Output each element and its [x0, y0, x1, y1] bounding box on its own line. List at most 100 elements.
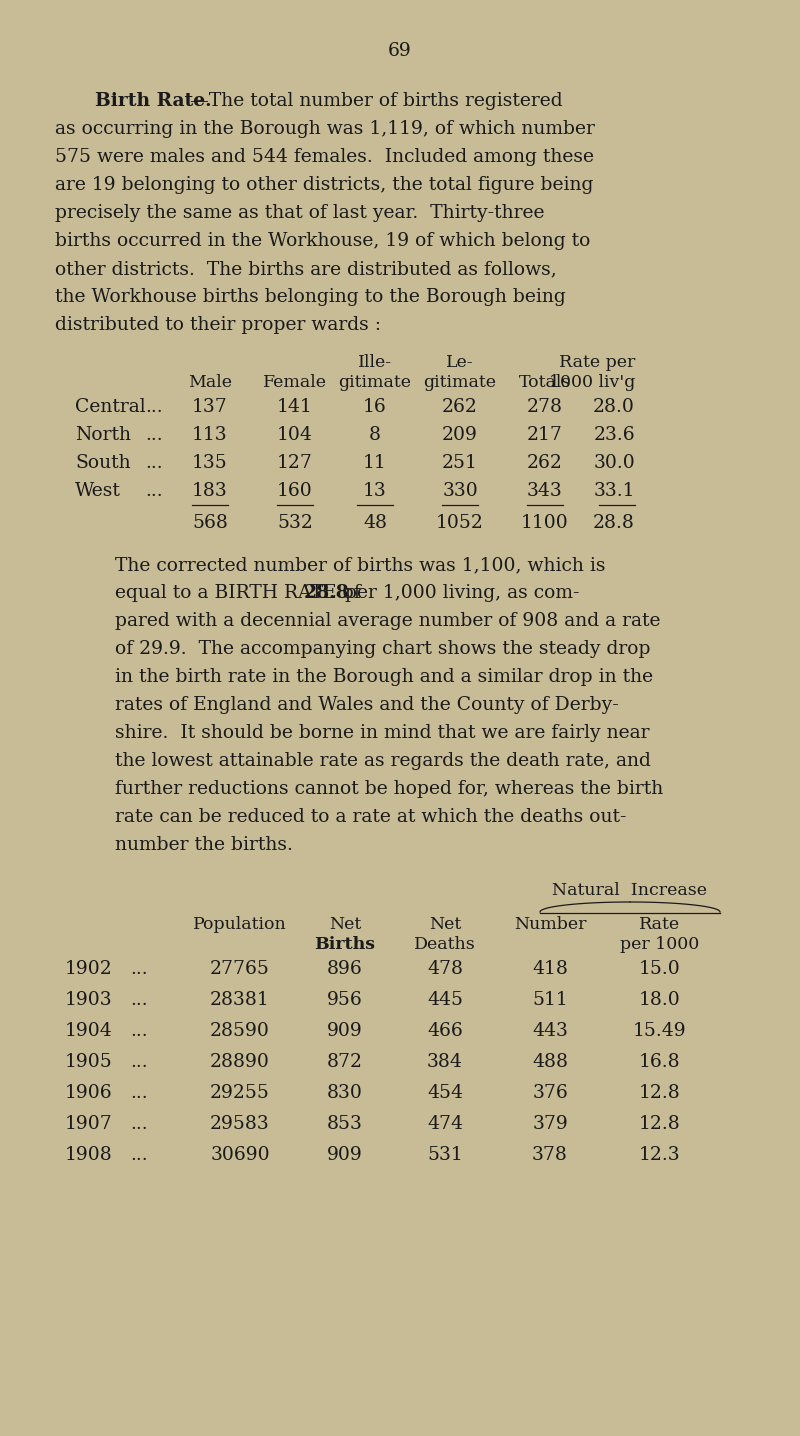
- Text: 418: 418: [532, 961, 568, 978]
- Text: rate can be reduced to a rate at which the deaths out-: rate can be reduced to a rate at which t…: [115, 808, 626, 826]
- Text: Net: Net: [429, 916, 461, 933]
- Text: ...: ...: [145, 482, 162, 500]
- Text: 27765: 27765: [210, 961, 270, 978]
- Text: Le-: Le-: [446, 355, 474, 370]
- Text: ...: ...: [130, 991, 148, 1010]
- Text: 69: 69: [388, 42, 412, 60]
- Text: further reductions cannot be hoped for, whereas the birth: further reductions cannot be hoped for, …: [115, 780, 663, 798]
- Text: 262: 262: [442, 398, 478, 416]
- Text: 13: 13: [363, 482, 387, 500]
- Text: 33.1: 33.1: [594, 482, 635, 500]
- Text: ...: ...: [130, 1022, 148, 1040]
- Text: ...: ...: [145, 454, 162, 472]
- Text: 262: 262: [527, 454, 563, 472]
- Text: 378: 378: [532, 1146, 568, 1165]
- Text: Rate: Rate: [639, 916, 681, 933]
- Text: 28.8: 28.8: [593, 514, 635, 531]
- Text: the lowest attainable rate as regards the death rate, and: the lowest attainable rate as regards th…: [115, 752, 651, 770]
- Text: pared with a decennial average number of 908 and a rate: pared with a decennial average number of…: [115, 612, 661, 630]
- Text: —The total number of births registered: —The total number of births registered: [190, 92, 562, 111]
- Text: 1903: 1903: [65, 991, 113, 1010]
- Text: South: South: [75, 454, 130, 472]
- Text: 28.8: 28.8: [304, 584, 350, 602]
- Text: 575 were males and 544 females.  Included among these: 575 were males and 544 females. Included…: [55, 148, 594, 167]
- Text: 445: 445: [427, 991, 463, 1010]
- Text: North: North: [75, 426, 131, 444]
- Text: 12.8: 12.8: [639, 1084, 681, 1101]
- Text: 29255: 29255: [210, 1084, 270, 1101]
- Text: 1908: 1908: [65, 1146, 113, 1165]
- Text: 23.6: 23.6: [594, 426, 635, 444]
- Text: 488: 488: [532, 1053, 568, 1071]
- Text: 1906: 1906: [65, 1084, 113, 1101]
- Text: equal to a BIRTH RATE of: equal to a BIRTH RATE of: [115, 584, 366, 602]
- Text: 1904: 1904: [65, 1022, 113, 1040]
- Text: 209: 209: [442, 426, 478, 444]
- Text: Rate per: Rate per: [558, 355, 635, 370]
- Text: 343: 343: [527, 482, 563, 500]
- Text: precisely the same as that of last year.  Thirty-three: precisely the same as that of last year.…: [55, 204, 545, 223]
- Text: ...: ...: [130, 1084, 148, 1101]
- Text: 909: 909: [327, 1146, 363, 1165]
- Text: as occurring in the Borough was 1,119, of which number: as occurring in the Borough was 1,119, o…: [55, 121, 595, 138]
- Text: 1902: 1902: [65, 961, 113, 978]
- Text: 568: 568: [192, 514, 228, 531]
- Text: 872: 872: [327, 1053, 363, 1071]
- Text: Births: Births: [314, 936, 375, 954]
- Text: 16: 16: [363, 398, 387, 416]
- Text: 909: 909: [327, 1022, 363, 1040]
- Text: 104: 104: [277, 426, 313, 444]
- Text: West: West: [75, 482, 121, 500]
- Text: 531: 531: [427, 1146, 463, 1165]
- Text: gitimate: gitimate: [423, 373, 497, 391]
- Text: 474: 474: [427, 1114, 463, 1133]
- Text: 18.0: 18.0: [639, 991, 681, 1010]
- Text: 1100: 1100: [521, 514, 569, 531]
- Text: Natural  Increase: Natural Increase: [553, 882, 707, 899]
- Text: 127: 127: [277, 454, 313, 472]
- Text: 29583: 29583: [210, 1114, 270, 1133]
- Text: Birth Rate.: Birth Rate.: [95, 92, 212, 111]
- Text: Deaths: Deaths: [414, 936, 476, 954]
- Text: ...: ...: [130, 1114, 148, 1133]
- Text: ...: ...: [130, 1053, 148, 1071]
- Text: 1905: 1905: [65, 1053, 113, 1071]
- Text: ...: ...: [130, 1146, 148, 1165]
- Text: per 1,000 living, as com-: per 1,000 living, as com-: [339, 584, 579, 602]
- Text: 1052: 1052: [436, 514, 484, 531]
- Text: 135: 135: [192, 454, 228, 472]
- Text: 384: 384: [427, 1053, 463, 1071]
- Text: Ille-: Ille-: [358, 355, 392, 370]
- Text: 896: 896: [327, 961, 363, 978]
- Text: 1000 liv'g: 1000 liv'g: [549, 373, 635, 391]
- Text: 278: 278: [527, 398, 563, 416]
- Text: births occurred in the Workhouse, 19 of which belong to: births occurred in the Workhouse, 19 of …: [55, 233, 590, 250]
- Text: in the birth rate in the Borough and a similar drop in the: in the birth rate in the Borough and a s…: [115, 668, 653, 686]
- Text: 217: 217: [527, 426, 563, 444]
- Text: 160: 160: [277, 482, 313, 500]
- Text: shire.  It should be borne in mind that we are fairly near: shire. It should be borne in mind that w…: [115, 724, 650, 742]
- Text: 454: 454: [427, 1084, 463, 1101]
- Text: Number: Number: [514, 916, 586, 933]
- Text: Net: Net: [329, 916, 361, 933]
- Text: 376: 376: [532, 1084, 568, 1101]
- Text: 11: 11: [363, 454, 387, 472]
- Text: 15.0: 15.0: [639, 961, 681, 978]
- Text: 15.49: 15.49: [633, 1022, 687, 1040]
- Text: per 1000: per 1000: [620, 936, 700, 954]
- Text: Totals: Totals: [519, 373, 571, 391]
- Text: 113: 113: [192, 426, 228, 444]
- Text: are 19 belonging to other districts, the total figure being: are 19 belonging to other districts, the…: [55, 177, 594, 194]
- Text: 12.3: 12.3: [639, 1146, 681, 1165]
- Text: number the births.: number the births.: [115, 836, 293, 854]
- Text: gitimate: gitimate: [338, 373, 411, 391]
- Text: 28890: 28890: [210, 1053, 270, 1071]
- Text: 511: 511: [532, 991, 568, 1010]
- Text: 379: 379: [532, 1114, 568, 1133]
- Text: 28590: 28590: [210, 1022, 270, 1040]
- Text: 956: 956: [327, 991, 363, 1010]
- Text: 830: 830: [327, 1084, 363, 1101]
- Text: 466: 466: [427, 1022, 463, 1040]
- Text: 16.8: 16.8: [639, 1053, 681, 1071]
- Text: 1907: 1907: [65, 1114, 113, 1133]
